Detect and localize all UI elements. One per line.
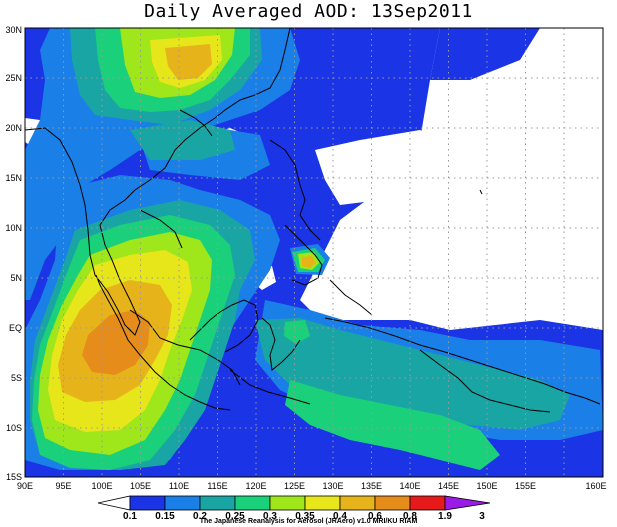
gridlines bbox=[25, 28, 603, 477]
lon-tick-label: 160E bbox=[585, 481, 606, 491]
coastlines bbox=[25, 28, 601, 413]
colorbar-level: 0.3 bbox=[263, 511, 277, 522]
lon-tick-label: 95E bbox=[55, 481, 71, 491]
lat-tick-label: 10N bbox=[5, 223, 22, 233]
lon-tick-label: 145E bbox=[438, 481, 459, 491]
lat-tick-label: 5S bbox=[11, 373, 22, 383]
colorbar-swatch bbox=[129, 495, 166, 511]
lon-tick-label: 155E bbox=[515, 481, 536, 491]
lon-tick-label: 120E bbox=[245, 481, 266, 491]
lon-tick-label: 100E bbox=[91, 481, 112, 491]
colorbar-swatch bbox=[164, 495, 201, 511]
lon-tick-label: 140E bbox=[399, 481, 420, 491]
map-title: Daily Averaged AOD: 13Sep2011 bbox=[144, 1, 473, 22]
lat-tick-label: 30N bbox=[5, 25, 22, 35]
lat-tick-label: 15N bbox=[5, 173, 22, 183]
colorbar-swatch bbox=[234, 495, 271, 511]
lat-tick-label: 20N bbox=[5, 123, 22, 133]
lat-tick-label: EQ bbox=[9, 323, 22, 333]
colorbar-level: 0.35 bbox=[295, 511, 315, 522]
lat-axis: 30N 25N 20N 15N 10N 5N EQ 5S 10S 15S bbox=[5, 25, 22, 482]
lon-tick-label: 130E bbox=[322, 481, 343, 491]
colorbar-level: 0.1 bbox=[123, 511, 137, 522]
lon-axis: 90E 95E 100E 105E 110E 115E 120E 125E 13… bbox=[17, 481, 607, 491]
colorbar-swatch bbox=[339, 495, 376, 511]
lat-tick-label: 25N bbox=[5, 73, 22, 83]
colorbar-level: 1.9 bbox=[438, 511, 452, 522]
aod-field bbox=[25, 28, 603, 477]
colorbar-swatch bbox=[304, 495, 341, 511]
lon-tick-label: 150E bbox=[476, 481, 497, 491]
colorbar-swatch bbox=[269, 495, 306, 511]
colorbar-swatch bbox=[374, 495, 411, 511]
colorbar-swatch bbox=[199, 495, 236, 511]
colorbar-level: 0.8 bbox=[403, 511, 417, 522]
plot-frame bbox=[24, 27, 604, 478]
lon-tick-label: 105E bbox=[130, 481, 151, 491]
colorbar-swatch bbox=[409, 495, 446, 511]
lat-tick-label: 10S bbox=[6, 423, 22, 433]
lon-tick-label: 90E bbox=[17, 481, 33, 491]
lon-tick-label: 110E bbox=[169, 481, 189, 491]
colorbar-level: 0.25 bbox=[225, 511, 245, 522]
colorbar-level: 3 bbox=[479, 511, 485, 522]
lat-tick-label: 15S bbox=[6, 472, 22, 482]
colorbar: 0.1 0.15 0.2 0.25 0.3 0.35 0.4 0.6 0.8 1… bbox=[97, 495, 491, 522]
credit-line: The Japanese Reanalysis for Aerosol (JRA… bbox=[199, 518, 418, 525]
lon-tick-label: 115E bbox=[207, 481, 227, 491]
colorbar-level: 0.4 bbox=[333, 511, 347, 522]
colorbar-level: 0.6 bbox=[368, 511, 382, 522]
colorbar-level: 0.2 bbox=[193, 511, 207, 522]
colorbar-swatch bbox=[444, 495, 491, 511]
lon-tick-label: 125E bbox=[284, 481, 305, 491]
colorbar-swatch bbox=[97, 495, 131, 511]
lat-tick-label: 5N bbox=[10, 273, 22, 283]
lon-tick-label: 135E bbox=[361, 481, 382, 491]
colorbar-level: 0.15 bbox=[155, 511, 175, 522]
